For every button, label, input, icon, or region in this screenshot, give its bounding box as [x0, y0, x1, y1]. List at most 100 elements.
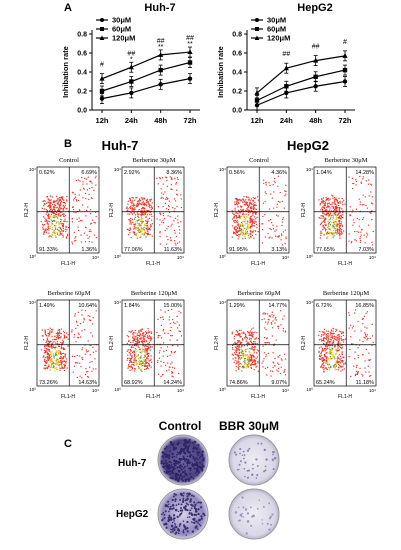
colony-speck	[190, 521, 193, 523]
event-dot	[243, 360, 245, 363]
colony-speck	[189, 500, 192, 503]
event-dot	[127, 349, 129, 351]
event-dot	[143, 232, 145, 235]
event-dot	[52, 345, 54, 347]
event-dot	[338, 216, 340, 218]
event-dot	[179, 229, 181, 231]
event-dot	[325, 330, 328, 332]
event-dot	[284, 229, 286, 231]
event-dot	[327, 230, 329, 232]
event-dot	[340, 223, 342, 225]
colony-speck	[185, 502, 188, 505]
colony-speck	[173, 465, 176, 467]
event-dot	[130, 217, 132, 220]
event-dot	[371, 244, 374, 246]
event-dot	[59, 337, 61, 339]
event-dot	[56, 340, 59, 343]
event-dot	[276, 369, 278, 371]
event-dot	[327, 212, 329, 215]
event-dot	[254, 345, 256, 348]
event-dot	[333, 210, 335, 212]
event-dot	[342, 369, 344, 371]
event-dot	[127, 365, 130, 367]
significance-mark: #	[100, 62, 104, 69]
event-dot	[129, 331, 131, 333]
event-dot	[238, 226, 240, 228]
event-dot	[160, 360, 162, 363]
event-dot	[135, 341, 138, 343]
event-dot	[248, 196, 250, 198]
event-dot	[161, 221, 163, 223]
colony-speck	[167, 519, 170, 523]
event-dot	[236, 342, 238, 345]
event-dot	[364, 332, 366, 334]
event-dot	[256, 332, 258, 334]
event-dot	[277, 175, 279, 177]
event-dot	[46, 355, 48, 358]
event-dot	[242, 229, 244, 231]
event-dot	[55, 366, 57, 369]
event-dot	[64, 206, 66, 208]
event-dot	[169, 316, 171, 318]
colony-speck	[194, 463, 198, 466]
event-dot	[247, 223, 250, 226]
event-dot	[364, 242, 366, 244]
event-dot	[60, 363, 63, 365]
event-dot	[138, 329, 140, 332]
event-dot	[46, 228, 48, 230]
colony-speck	[183, 451, 186, 454]
event-dot	[328, 368, 330, 371]
event-dot	[139, 230, 141, 232]
event-dot	[339, 235, 341, 237]
event-dot	[361, 373, 363, 375]
event-dot	[143, 197, 146, 199]
event-dot	[138, 218, 140, 221]
event-dot	[91, 323, 94, 325]
flow-tick-label: 10⁴	[282, 388, 289, 393]
event-dot	[331, 345, 333, 347]
event-dot	[342, 217, 344, 219]
event-dot	[334, 344, 336, 346]
event-dot	[362, 178, 364, 180]
event-dot	[272, 320, 274, 322]
event-dot	[270, 375, 272, 377]
event-dot	[137, 341, 139, 343]
event-dot	[57, 217, 59, 219]
event-dot	[56, 231, 58, 233]
event-dot	[278, 363, 280, 365]
event-dot	[340, 230, 342, 232]
colony-speck	[196, 464, 199, 467]
flow-plot: Berberine 30μM 1.04% 14.28% 77.65% 7.03% FL2-…	[300, 157, 378, 267]
colony-speck	[197, 512, 200, 516]
event-dot	[340, 370, 342, 372]
event-dot	[334, 207, 337, 209]
event-dot	[138, 202, 140, 205]
event-dot	[337, 356, 339, 358]
event-dot	[128, 362, 131, 364]
event-dot	[129, 197, 131, 200]
colony-speck	[161, 518, 164, 521]
event-dot	[63, 348, 65, 350]
event-dot	[237, 212, 239, 215]
event-dot	[127, 234, 130, 236]
event-dot	[249, 333, 251, 335]
colony-speck	[242, 516, 244, 518]
event-dot	[167, 309, 169, 312]
event-dot	[134, 343, 136, 345]
event-dot	[245, 355, 247, 357]
event-dot	[146, 210, 148, 212]
event-dot	[149, 336, 152, 338]
colony-speck	[179, 523, 182, 526]
colony-speck	[189, 441, 191, 444]
event-dot	[330, 217, 332, 219]
plot-frame	[313, 166, 377, 254]
event-dot	[365, 335, 367, 337]
event-dot	[318, 217, 320, 219]
event-dot	[326, 356, 328, 359]
event-dot	[240, 363, 242, 365]
plot-frame	[121, 299, 185, 387]
event-dot	[149, 211, 151, 214]
event-dot	[49, 206, 51, 208]
event-dot	[89, 315, 91, 317]
event-dot	[165, 370, 168, 372]
